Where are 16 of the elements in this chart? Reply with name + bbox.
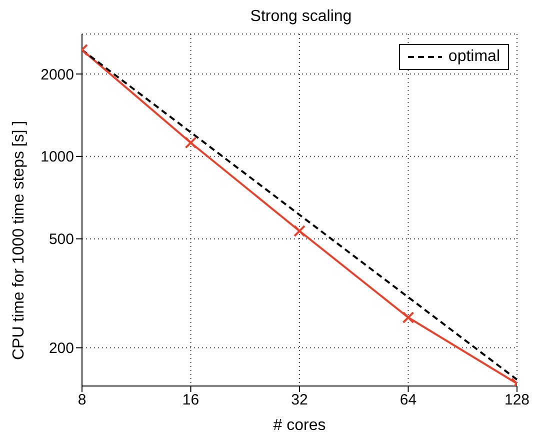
x-tick-label: 8 [78, 392, 86, 409]
y-tick-label: 2000 [40, 66, 74, 84]
y-tick-label: 500 [48, 231, 74, 248]
chart-title: Strong scaling [249, 8, 353, 26]
x-tick-label: 16 [182, 392, 200, 409]
y-axis-title: CPU time for 1000 time steps [s] ] [10, 120, 28, 360]
x-axis-title: # cores [273, 417, 326, 434]
point [294, 225, 306, 238]
y-tick-label: 200 [48, 340, 74, 358]
x-tick-label: 128 [504, 392, 530, 409]
x-tick-label: 64 [400, 392, 417, 409]
point [184, 136, 197, 149]
x-tick-label: 32 [291, 392, 308, 409]
legend-label: optimal [448, 48, 500, 66]
y-tick-label: 1000 [40, 148, 74, 166]
point [402, 311, 414, 324]
